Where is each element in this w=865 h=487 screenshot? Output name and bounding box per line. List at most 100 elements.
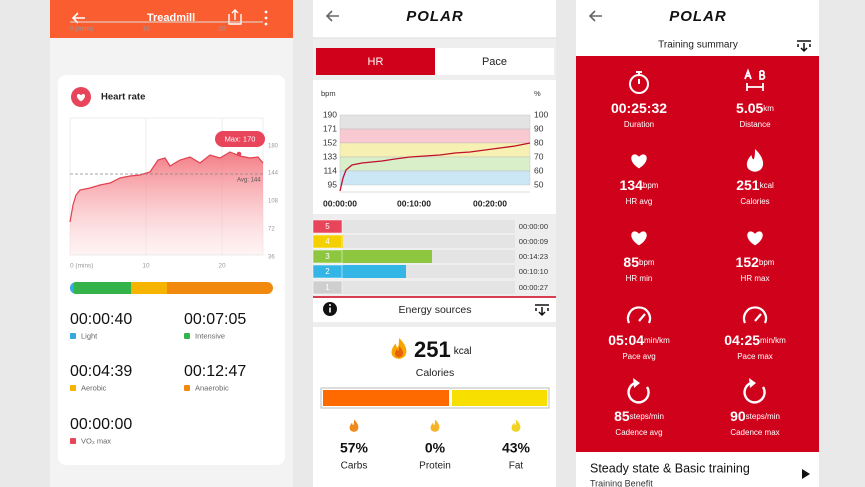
export-icon[interactable]	[797, 40, 811, 53]
zone-track	[313, 235, 515, 248]
tab-hr[interactable]: HR	[316, 48, 435, 75]
max-label: Max: 170	[225, 134, 256, 143]
zone-label: Intensive	[195, 331, 225, 340]
benefit-label: Training Benefit	[590, 478, 653, 487]
metric-label: Cadence avg	[615, 428, 662, 437]
heart-icon	[747, 231, 763, 246]
section-title: Energy sources	[399, 304, 472, 316]
metric-label: HR min	[626, 274, 653, 283]
heart-icon	[631, 231, 647, 246]
cadence-icon	[743, 378, 766, 404]
y2-tick-label: 80	[534, 137, 544, 147]
expand-arrow	[802, 469, 810, 479]
x-tick-label: 0 (mins)	[70, 263, 93, 270]
flame-icon	[394, 346, 404, 358]
axis-label: 10	[142, 26, 150, 33]
metric-value: 251kcal	[736, 177, 774, 193]
export-shape	[797, 40, 811, 53]
back-arrow[interactable]	[588, 10, 602, 22]
export-icon[interactable]	[535, 304, 549, 317]
zone-band	[339, 170, 531, 186]
section-header	[313, 298, 556, 322]
y2-tick-label: 100	[534, 109, 548, 119]
benefit-title: Steady state & Basic training	[590, 461, 750, 475]
metric-label: Distance	[739, 120, 771, 129]
zone-band	[339, 114, 531, 130]
zone-number: 4	[325, 237, 330, 246]
zone-dot	[70, 438, 76, 444]
zone-time: 00:04:39	[70, 363, 132, 380]
zone-number: 3	[325, 252, 330, 261]
info-button[interactable]	[323, 302, 337, 316]
metric-value: 152bpm	[736, 254, 775, 270]
zone-track	[313, 220, 515, 233]
metric-unit: steps/min	[746, 412, 780, 421]
heart-icon	[76, 93, 86, 102]
x-tick-label: 10	[142, 263, 150, 270]
y-tick-label: 144	[268, 171, 279, 177]
icon-needle	[754, 313, 762, 322]
y-tick-label: 133	[323, 151, 337, 161]
zone-segment	[167, 282, 273, 294]
metric-unit: bpm	[639, 258, 655, 267]
y-tick-label: 171	[323, 123, 337, 133]
benefit-row[interactable]: Steady state & Basic training Training Be…	[590, 461, 810, 487]
y2-tick-label: 60	[534, 165, 544, 175]
source-label: Carbs	[341, 461, 368, 472]
x-tick-label: 00:20:00	[473, 198, 507, 208]
energy-carbs	[323, 390, 449, 406]
x-tick-label: 00:00:00	[323, 198, 357, 208]
tab-label: Pace	[482, 56, 507, 68]
metric-label: HR max	[741, 274, 770, 283]
x-tick-label: 00:10:00	[397, 198, 431, 208]
more-dot	[264, 10, 268, 14]
back-arrow[interactable]	[325, 10, 339, 22]
icon-dial	[626, 306, 652, 324]
zone-number-box	[312, 280, 343, 295]
metric-number: 05:04	[608, 332, 644, 348]
calories-number: 251	[414, 337, 451, 362]
more-button[interactable]	[264, 10, 268, 26]
metric-label: Pace max	[737, 352, 773, 361]
metric-number: 00:25:32	[611, 100, 667, 116]
metric-label: HR avg	[626, 197, 653, 206]
pace-icon	[742, 306, 768, 324]
export-shape	[535, 304, 549, 317]
metric-value: 90steps/min	[730, 408, 780, 424]
zone-segment	[70, 282, 74, 294]
source-percent: 43%	[502, 440, 531, 456]
zone-band	[339, 156, 531, 172]
avg-label: Avg: 144	[237, 178, 261, 184]
cadence-icon	[627, 378, 650, 404]
zone-number: 5	[325, 222, 330, 231]
metric-label: Calories	[740, 197, 769, 206]
metric-number: 5.05	[736, 100, 763, 116]
separator	[313, 322, 556, 327]
logo: POLAR	[406, 8, 464, 25]
axis-unit: bpm	[321, 89, 336, 98]
zone-label: Anaerobic	[195, 383, 229, 392]
metric-number: 90	[730, 408, 746, 424]
metric-label: Cadence max	[730, 428, 779, 437]
y-tick-label: 36	[268, 255, 275, 261]
icon-arc	[743, 381, 766, 404]
metric-unit: km	[763, 104, 774, 113]
max-badge	[215, 131, 265, 147]
tab-bg	[316, 48, 435, 75]
app-bar	[50, 0, 293, 38]
tab-pace[interactable]: Pace	[435, 48, 554, 75]
zone-bar	[313, 250, 432, 263]
x-tick-label: 20	[218, 263, 226, 270]
heart-rate-area	[70, 152, 263, 255]
max-dot	[236, 151, 242, 157]
zone-time: 00:00:27	[519, 283, 548, 292]
calories-label: Calories	[416, 367, 455, 379]
y-tick-label: 152	[323, 137, 337, 147]
share-button[interactable]	[228, 9, 242, 25]
source-label: Protein	[419, 461, 451, 472]
y-tick-label: 108	[268, 199, 279, 205]
zone-time: 00:14:23	[519, 252, 548, 261]
metric-value: 85steps/min	[614, 408, 664, 424]
icon-arc	[627, 381, 650, 404]
back-arrow[interactable]	[71, 12, 85, 24]
